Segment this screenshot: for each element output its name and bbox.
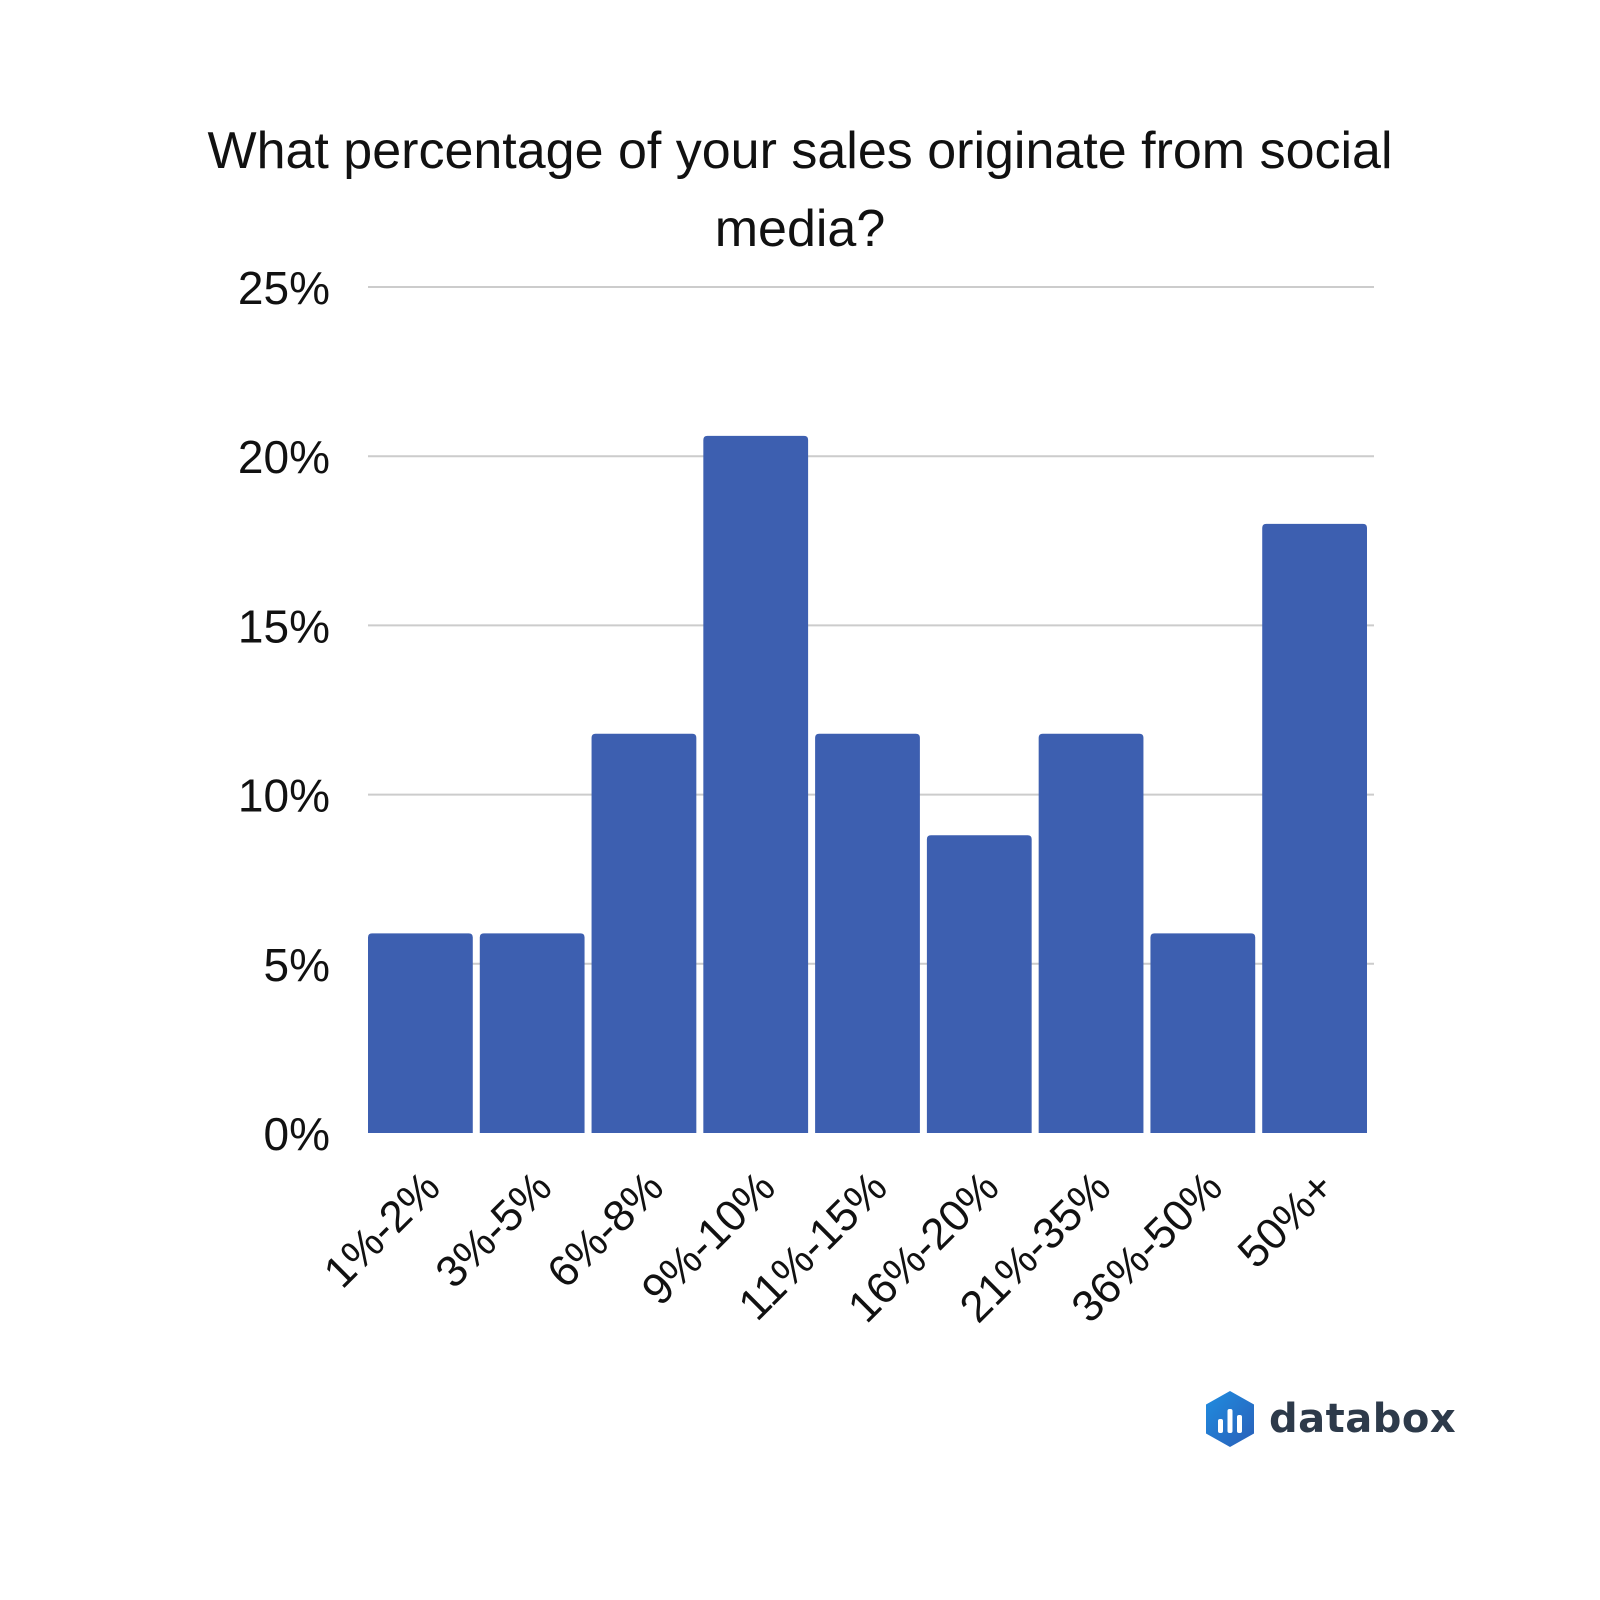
y-axis-ticks: 0% 5% 10% 15% 20% 25%: [238, 262, 330, 1160]
bar: [479, 933, 585, 1133]
bar: [1038, 733, 1144, 1133]
bars: [368, 435, 1367, 1133]
x-tick-label: 1%-2%: [315, 1162, 450, 1297]
brand-name: databox: [1269, 1396, 1457, 1442]
y-tick-label: 20%: [238, 431, 330, 483]
y-tick-label: 15%: [238, 600, 330, 652]
bar: [1150, 933, 1256, 1133]
y-tick-label: 0%: [264, 1108, 330, 1160]
x-tick-label: 3%-5%: [426, 1162, 561, 1297]
bar: [368, 933, 473, 1133]
chart-title: What percentage of your sales originate …: [207, 122, 1393, 258]
x-axis-ticks: 1%-2%3%-5%6%-8%9%-10%11%-15%16%-20%21%-3…: [315, 1162, 1344, 1332]
x-tick-label: 50%+: [1229, 1162, 1344, 1277]
y-tick-label: 25%: [238, 262, 330, 314]
databox-brand: databox: [1203, 1388, 1456, 1450]
databox-logo-icon: [1206, 1391, 1254, 1447]
y-tick-label: 5%: [264, 939, 330, 991]
bar: [815, 733, 920, 1133]
bar: [926, 835, 1032, 1133]
y-tick-label: 10%: [238, 770, 330, 822]
bar: [1262, 523, 1367, 1133]
bar: [591, 733, 697, 1133]
bar: [703, 435, 809, 1133]
